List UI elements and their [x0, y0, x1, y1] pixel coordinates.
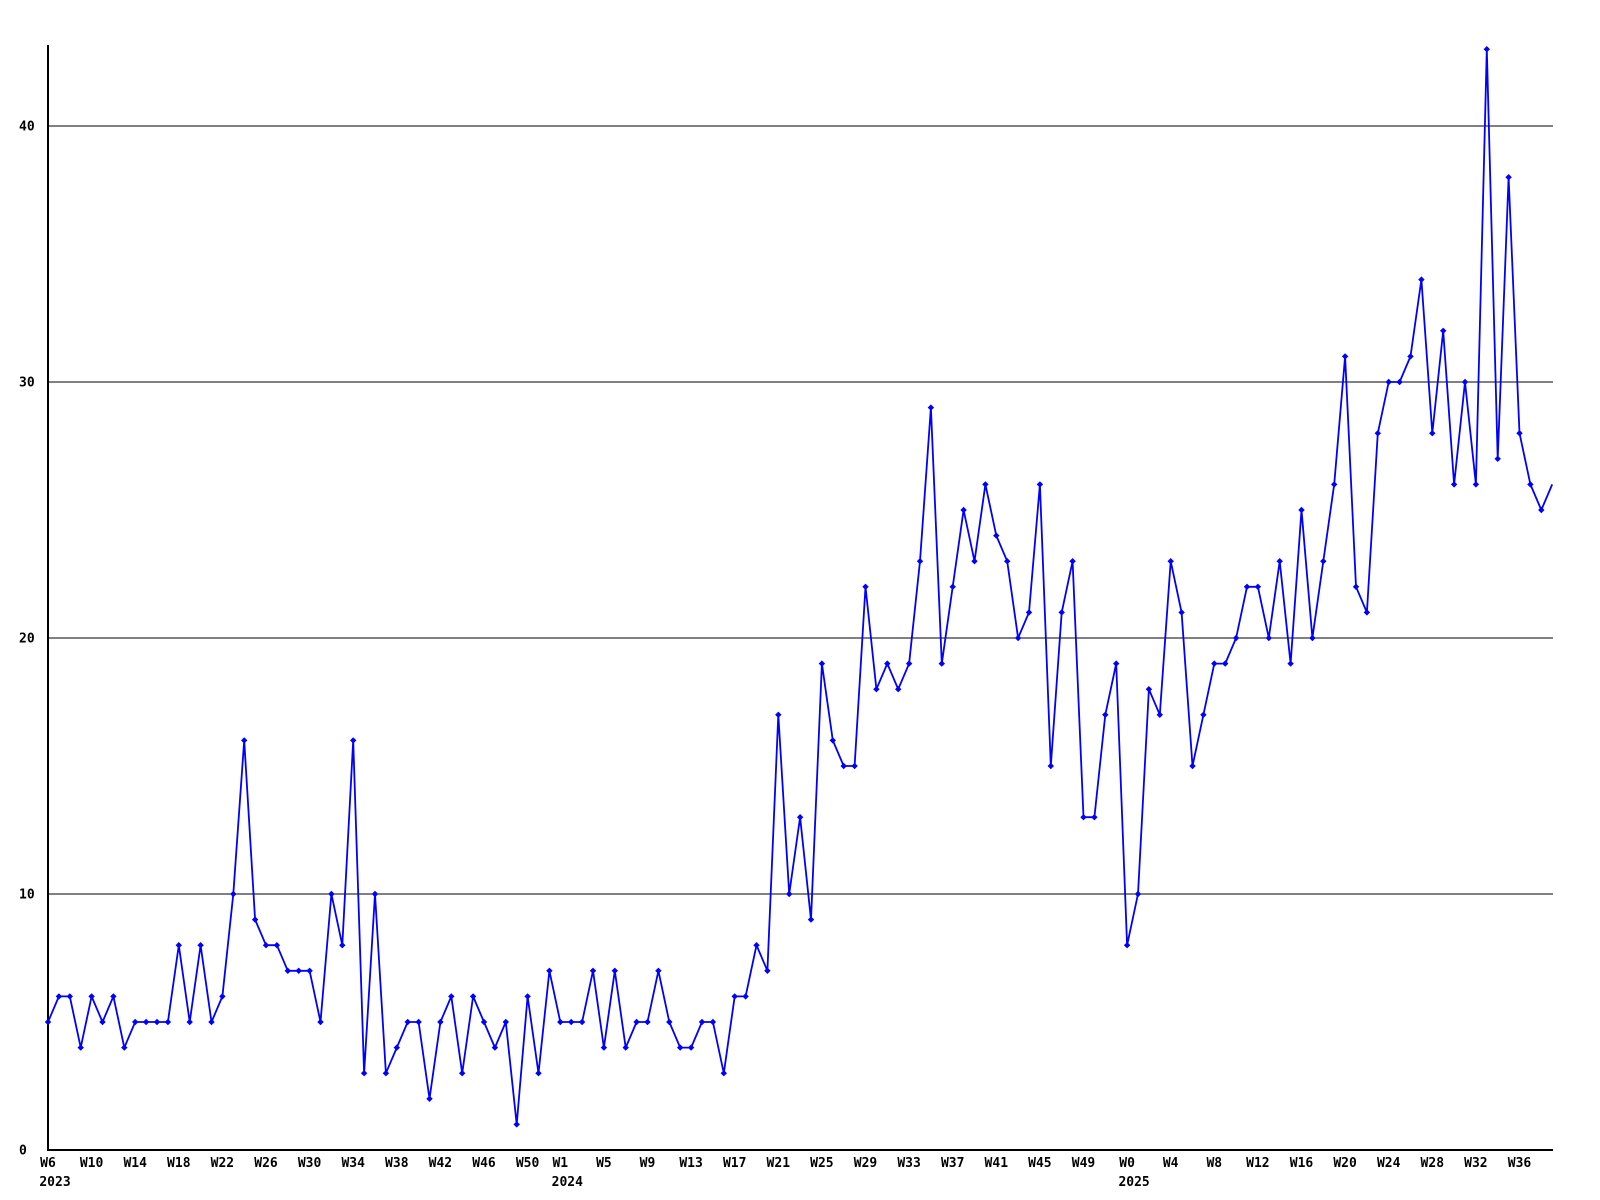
x-tick-label: W8 — [1206, 1156, 1222, 1171]
x-tick-label: W29 — [854, 1156, 877, 1171]
x-tick-label: W6 — [40, 1156, 56, 1171]
x-tick-label: W17 — [723, 1156, 746, 1171]
x-tick-label: W24 — [1377, 1156, 1401, 1171]
x-tick-label: W49 — [1072, 1156, 1095, 1171]
axis-lines — [47, 45, 1553, 1151]
x-tick-label: W30 — [298, 1156, 322, 1171]
x-tick-label: W33 — [897, 1156, 920, 1171]
x-tick-label: W14 — [123, 1156, 147, 1171]
y-tick-label: 40 — [19, 120, 35, 135]
x-tick-label: W9 — [640, 1156, 656, 1171]
gridlines — [48, 125, 1553, 895]
x-tick-label: W42 — [429, 1156, 452, 1171]
x-tick-label: W45 — [1028, 1156, 1051, 1171]
y-tick-label: 20 — [19, 632, 35, 647]
x-tick-label: W50 — [516, 1156, 540, 1171]
x-tick-label: W37 — [941, 1156, 964, 1171]
x-tick-label: W0 — [1119, 1156, 1135, 1171]
y-tick-label: 0 — [19, 1144, 27, 1159]
x-tick-label: W25 — [810, 1156, 833, 1171]
year-label: 2025 — [1118, 1175, 1149, 1190]
x-tick-label: W20 — [1333, 1156, 1357, 1171]
y-tick-label: 10 — [19, 888, 35, 903]
x-tick-label: W28 — [1421, 1156, 1445, 1171]
x-tick-label: W32 — [1464, 1156, 1487, 1171]
x-tick-label: W5 — [596, 1156, 612, 1171]
y-tick-label: 30 — [19, 376, 35, 391]
x-tick-label: W46 — [472, 1156, 496, 1171]
data-markers — [44, 46, 1545, 1128]
year-label: 2023 — [39, 1175, 70, 1190]
x-tick-label: W36 — [1508, 1156, 1532, 1171]
x-tick-label: W34 — [341, 1156, 365, 1171]
x-tick-label: W26 — [254, 1156, 278, 1171]
data-line — [47, 48, 1554, 1126]
x-tick-label: W21 — [767, 1156, 791, 1171]
x-tick-label: W1 — [552, 1156, 568, 1171]
x-axis-labels: W6 2023 W10 W14 W18 W22 W26 W30 W34 W38 W42 W46 W50 W… — [39, 1156, 1531, 1190]
x-tick-label: W41 — [985, 1156, 1009, 1171]
x-tick-label: W16 — [1290, 1156, 1314, 1171]
x-tick-label: W4 — [1163, 1156, 1179, 1171]
y-axis-labels: 0 10 20 30 40 — [19, 120, 35, 1159]
x-tick-label: W12 — [1246, 1156, 1269, 1171]
x-tick-label: W38 — [385, 1156, 409, 1171]
year-label: 2024 — [552, 1175, 583, 1190]
x-tick-label: W13 — [679, 1156, 702, 1171]
x-tick-label: W22 — [211, 1156, 234, 1171]
x-tick-label: W10 — [80, 1156, 104, 1171]
x-tick-label: W18 — [167, 1156, 191, 1171]
